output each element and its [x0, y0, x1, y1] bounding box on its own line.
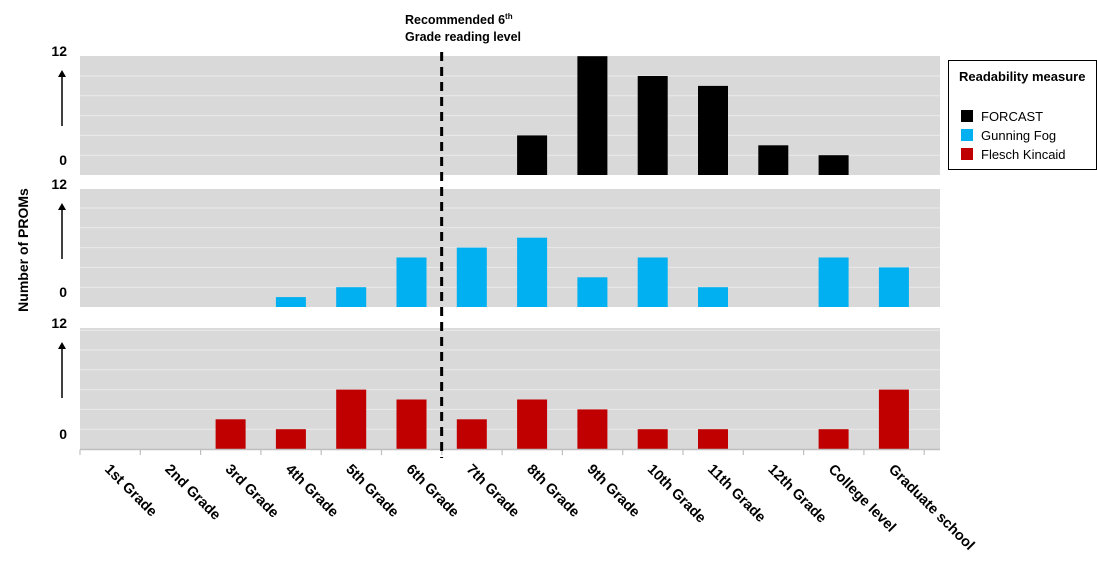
y-arrow-head-forcast — [58, 70, 66, 77]
bar-gunning-fog-graduate-school — [878, 267, 909, 307]
x-tick-label-6th-grade: 6th Grade — [403, 462, 462, 521]
legend-title: Readability measure — [959, 69, 1086, 84]
recommended-level-annotation: Recommended 6th Grade reading level — [405, 8, 521, 46]
bar-forcast-10th-grade — [637, 76, 668, 175]
bar-forcast-8th-grade — [517, 135, 548, 175]
legend: Readability measure FORCAST Gunning Fog … — [948, 60, 1097, 170]
y-arrow-head-gunning-fog — [58, 203, 66, 210]
bar-flesch-kincaid-10th-grade — [637, 429, 668, 449]
bars — [215, 56, 909, 449]
panels — [80, 56, 940, 449]
legend-swatch-forcast — [961, 110, 973, 122]
bar-flesch-kincaid-4th-grade — [275, 429, 306, 449]
y-tick-max-forcast: 12 — [51, 43, 67, 59]
bar-flesch-kincaid-5th-grade — [336, 389, 367, 449]
bar-gunning-fog-5th-grade — [336, 287, 367, 307]
legend-label-forcast: FORCAST — [981, 108, 1044, 124]
bar-flesch-kincaid-8th-grade — [517, 399, 548, 449]
legend-swatch-flesch-kincaid — [961, 148, 973, 160]
bar-forcast-12th-grade — [758, 145, 789, 175]
legend-item-forcast: FORCAST — [961, 107, 1043, 125]
x-tick-label-10th-grade: 10th Grade — [644, 462, 709, 527]
bar-forcast-11th-grade — [698, 85, 728, 175]
bar-gunning-fog-college-level — [818, 257, 849, 307]
legend-item-gunning-fog: Gunning Fog — [961, 126, 1056, 144]
bar-flesch-kincaid-6th-grade — [396, 399, 427, 449]
y-tick-min-forcast: 0 — [59, 152, 67, 168]
panel-flesch-kincaid — [80, 328, 940, 449]
bar-gunning-fog-10th-grade — [637, 257, 668, 307]
bar-flesch-kincaid-11th-grade — [698, 429, 728, 449]
y-axis-label: Number of PROMs — [15, 188, 31, 312]
x-tick-label-8th-grade: 8th Grade — [523, 462, 582, 521]
y-tick-min-flesch-kincaid: 0 — [59, 426, 67, 442]
bar-flesch-kincaid-9th-grade — [577, 409, 608, 449]
legend-label-gunning-fog: Gunning Fog — [981, 127, 1057, 143]
bar-forcast-college-level — [818, 155, 849, 175]
bar-gunning-fog-6th-grade — [396, 257, 427, 307]
bar-gunning-fog-8th-grade — [517, 237, 548, 307]
bar-flesch-kincaid-3rd-grade — [215, 419, 246, 449]
bar-flesch-kincaid-graduate-school — [878, 389, 909, 449]
x-tick-label-4th-grade: 4th Grade — [282, 462, 341, 521]
x-tick-label-3rd-grade: 3rd Grade — [222, 462, 282, 522]
legend-label-flesch-kincaid: Flesch Kincaid — [981, 146, 1066, 162]
annotation-line1: Recommended 6 — [405, 13, 506, 28]
bar-gunning-fog-4th-grade — [275, 297, 306, 307]
y-axes: 12 0 12 0 12 0 — [51, 43, 67, 442]
x-tick-label-2nd-grade: 2nd Grade — [161, 462, 223, 524]
y-arrow-head-flesch-kincaid — [58, 342, 66, 349]
bar-gunning-fog-9th-grade — [577, 277, 608, 307]
annotation-line2: Grade reading level — [405, 30, 522, 45]
x-tick-label-5th-grade: 5th Grade — [342, 462, 401, 521]
y-tick-min-gunning-fog: 0 — [59, 284, 67, 300]
legend-swatch-gunning-fog — [961, 129, 973, 141]
bar-forcast-9th-grade — [577, 56, 608, 176]
bar-gunning-fog-11th-grade — [698, 287, 728, 307]
bar-flesch-kincaid-7th-grade — [456, 419, 487, 449]
annotation-sup: th — [505, 12, 513, 21]
x-tick-label-12th-grade: 12th Grade — [764, 462, 829, 527]
legend-item-flesch-kincaid: Flesch Kincaid — [961, 145, 1066, 163]
bar-flesch-kincaid-college-level — [818, 429, 849, 449]
y-tick-max-flesch-kincaid: 12 — [51, 315, 67, 331]
x-tick-label-7th-grade: 7th Grade — [463, 462, 522, 521]
bar-gunning-fog-7th-grade — [456, 247, 487, 307]
y-tick-max-gunning-fog: 12 — [51, 176, 67, 192]
x-tick-label-1st-grade: 1st Grade — [101, 462, 160, 521]
x-tick-label-graduate-school: Graduate school — [885, 462, 977, 554]
x-tick-label-11th-grade: 11th Grade — [704, 462, 768, 526]
x-tick-label-9th-grade: 9th Grade — [584, 462, 643, 521]
